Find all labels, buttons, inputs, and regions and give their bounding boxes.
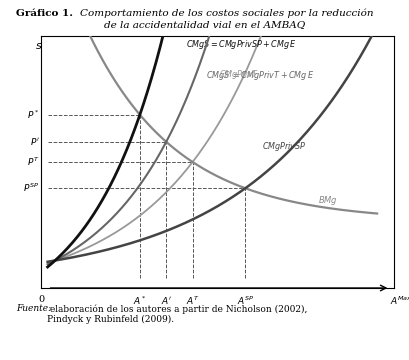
- Text: $CMgS = CMgPrivSP + CMg\,E$: $CMgS = CMgPrivSP + CMg\,E$: [186, 37, 296, 50]
- Text: $A^{SP}$: $A^{SP}$: [236, 294, 253, 307]
- Text: $\mathit{s}$: $\mathit{s}$: [35, 41, 43, 51]
- Text: $A^*$: $A^*$: [133, 294, 146, 307]
- Text: Fuente:: Fuente:: [16, 304, 52, 313]
- Text: $CMgPrivT$: $CMgPrivT$: [218, 68, 258, 81]
- Text: elaboración de los autores a partir de Nicholson (2002),
Pindyck y Rubinfeld (20: elaboración de los autores a partir de N…: [47, 304, 307, 324]
- Text: $CMgS' = CMgPrivT + CMg\,E$: $CMgS' = CMgPrivT + CMg\,E$: [205, 69, 313, 82]
- Text: $A^{Max}$: $A^{Max}$: [389, 294, 409, 307]
- Text: $CMgPrivSP$: $CMgPrivSP$: [261, 140, 306, 153]
- Text: Gráfico 1.: Gráfico 1.: [16, 9, 73, 18]
- Text: $BMg$: $BMg$: [317, 194, 337, 207]
- Text: Comportamiento de los costos sociales por la reducción: Comportamiento de los costos sociales po…: [80, 9, 373, 18]
- Text: de la accidentalidad vial en el AMBAQ: de la accidentalidad vial en el AMBAQ: [104, 20, 305, 29]
- Text: $P'$: $P'$: [29, 136, 39, 147]
- Text: 0: 0: [38, 294, 44, 303]
- Text: $A^T$: $A^T$: [185, 294, 199, 307]
- Text: $A'$: $A'$: [160, 294, 171, 306]
- Text: $P^*$: $P^*$: [27, 109, 39, 121]
- Text: $P^T$: $P^T$: [27, 156, 39, 168]
- Text: $P^{SP}$: $P^{SP}$: [23, 182, 39, 194]
